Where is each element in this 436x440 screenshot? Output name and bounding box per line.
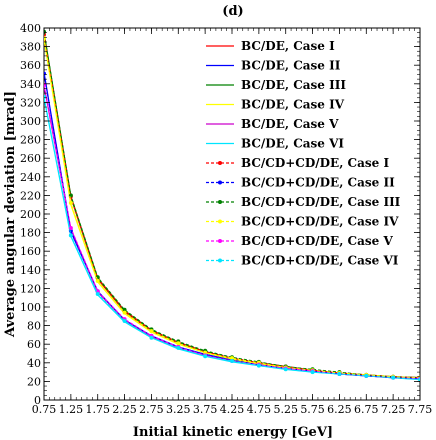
x-tick-label: 1.25: [59, 403, 84, 416]
y-tick-label: 60: [27, 338, 41, 351]
legend-label-2: BC/DE, Case II: [241, 59, 341, 73]
x-tick-label: 2.25: [112, 403, 137, 416]
series-point-12: [256, 363, 261, 368]
axis-ticks: 0.75 1.25 1.75 2.25 2.75 3.25 3.75 4.25 4.75 5.25…: [20, 22, 432, 416]
x-tick-label: 4.25: [220, 403, 245, 416]
series-line-5: [44, 85, 420, 380]
legend-label-5: BC/DE, Case V: [241, 117, 339, 131]
legend-label-11: BC/CD+CD/DE, Case V: [241, 234, 393, 248]
series-point-12: [418, 377, 420, 382]
y-tick-label: 0: [34, 394, 41, 407]
x-tick-label: 7.75: [408, 403, 433, 416]
series-line-10: [44, 38, 420, 379]
x-tick-label: 6.25: [327, 403, 352, 416]
legend-label-6: BC/DE, Case VI: [241, 137, 344, 151]
y-tick-label: 20: [27, 375, 41, 388]
legend-label-12: BC/CD+CD/DE, Case VI: [241, 254, 399, 268]
series-point-10: [149, 329, 154, 334]
legend-marker-10: [218, 219, 222, 224]
legend-label-7: BC/CD+CD/DE, Case I: [241, 156, 389, 170]
legend-marker-7: [218, 161, 222, 165]
legend-label-1: BC/DE, Case I: [241, 39, 335, 53]
y-tick-label: 400: [20, 22, 41, 35]
y-tick-label: 340: [20, 78, 41, 91]
y-tick-label: 200: [20, 208, 41, 221]
legend-label-9: BC/CD+CD/DE, Case III: [241, 195, 401, 209]
series-point-10: [230, 356, 234, 361]
x-tick-label: 6.75: [354, 403, 379, 416]
series-point-12: [68, 233, 73, 238]
x-tick-label: 7.25: [381, 403, 406, 416]
series-line-12: [44, 96, 420, 381]
y-tick-label: 160: [20, 245, 41, 258]
series-point-12: [176, 345, 181, 350]
y-tick-label: 380: [20, 41, 41, 54]
series-point-12: [391, 375, 396, 380]
series-layer: [44, 29, 420, 382]
y-tick-label: 100: [20, 301, 41, 314]
y-tick-label: 300: [20, 115, 41, 128]
y-tick-label: 180: [20, 227, 41, 240]
y-tick-label: 240: [20, 171, 41, 184]
series-point-10: [176, 341, 181, 346]
y-tick-label: 80: [27, 320, 41, 333]
x-tick-label: 5.25: [273, 403, 298, 416]
series-point-12: [283, 367, 288, 372]
series-point-12: [337, 371, 342, 376]
x-tick-label: 4.75: [247, 403, 272, 416]
series-point-12: [203, 354, 208, 359]
legend-label-3: BC/DE, Case III: [241, 78, 346, 92]
series-point-12: [122, 318, 127, 323]
legend-marker-9: [218, 200, 222, 204]
series-point-12: [230, 358, 234, 363]
series-point-11: [44, 82, 46, 87]
series-point-10: [44, 36, 46, 41]
legend-label-4: BC/DE, Case IV: [241, 98, 345, 112]
series-point-10: [68, 200, 73, 205]
y-tick-label: 260: [20, 152, 41, 165]
y-axis-title: Average angular deviation [mrad]: [3, 91, 18, 338]
legend-label-10: BC/CD+CD/DE, Case IV: [241, 215, 399, 229]
series-point-12: [149, 335, 154, 340]
series-line-11: [44, 84, 420, 380]
series-point-9: [122, 307, 127, 312]
y-tick-label: 360: [20, 59, 41, 72]
series-point-11: [68, 225, 73, 230]
series-point-8: [44, 71, 46, 76]
series-point-10: [122, 310, 127, 315]
legend-marker-12: [218, 258, 222, 263]
series-point-12: [364, 373, 369, 378]
x-tick-label: 2.75: [139, 403, 164, 416]
x-tick-label: 0.75: [32, 403, 57, 416]
panel-label: (d): [222, 4, 243, 19]
x-tick-label: 5.75: [300, 403, 325, 416]
legend: BC/DE, Case I BC/DE, Case II BC/DE, Case I…: [206, 39, 401, 268]
x-tick-label: 1.75: [85, 403, 110, 416]
x-tick-label: 3.75: [193, 403, 218, 416]
x-axis-title: Initial kinetic energy [GeV]: [133, 425, 333, 440]
x-tick-label: 3.25: [166, 403, 191, 416]
series-point-10: [95, 278, 100, 283]
series-point-11: [95, 289, 100, 294]
legend-marker-8: [218, 180, 222, 185]
y-tick-label: 140: [20, 264, 41, 277]
series-point-12: [95, 291, 100, 296]
legend-label-8: BC/CD+CD/DE, Case II: [241, 176, 395, 190]
legend-marker-11: [218, 239, 222, 243]
series-point-10: [203, 350, 208, 355]
series-point-12: [310, 370, 315, 375]
y-tick-label: 280: [20, 134, 41, 147]
y-tick-label: 40: [27, 357, 41, 370]
y-tick-label: 120: [20, 282, 41, 295]
series-point-12: [44, 94, 46, 99]
y-tick-label: 320: [20, 96, 41, 109]
y-tick-label: 220: [20, 189, 41, 202]
